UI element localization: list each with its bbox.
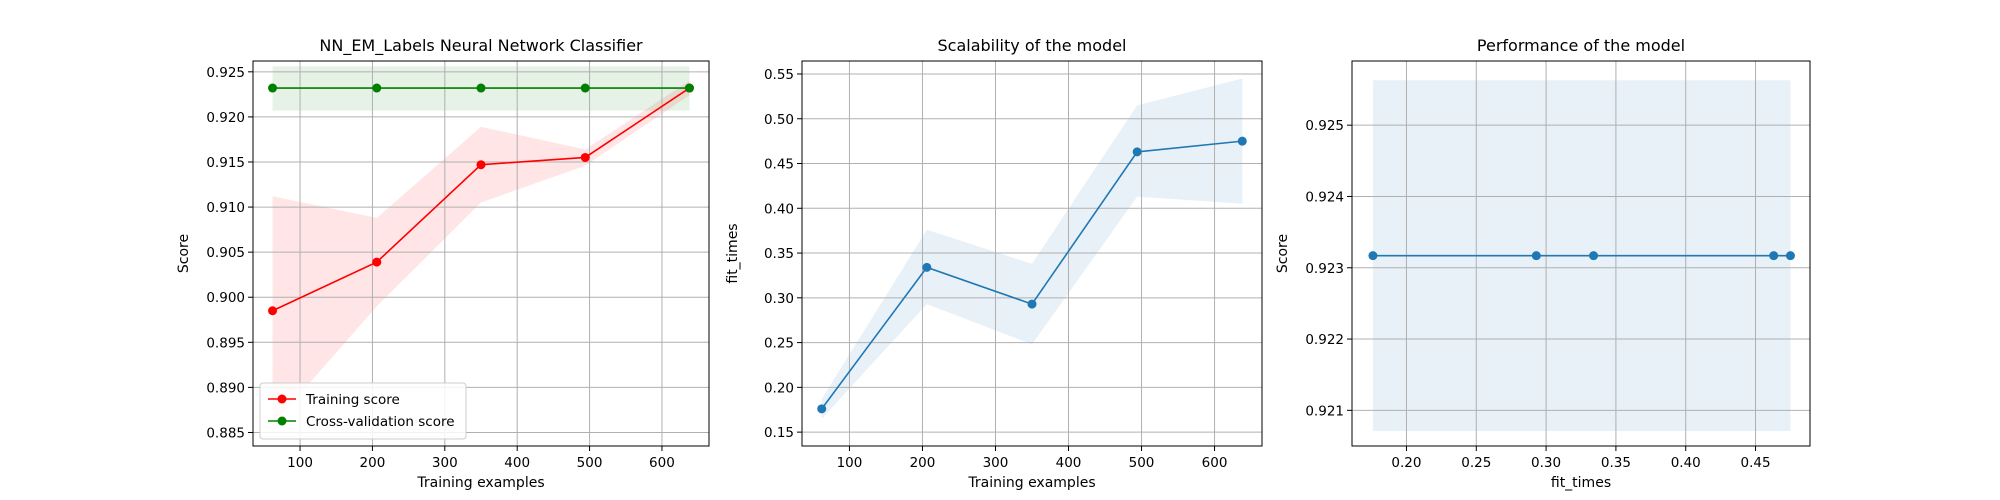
chart-1-gridlines — [253, 61, 709, 446]
chart-3-x-tick-label: 0.20 — [1391, 455, 1421, 471]
chart-1-x-tick-label: 200 — [360, 455, 386, 471]
chart-3-series-1-point — [1368, 251, 1378, 261]
chart-3-x-tick-label: 0.30 — [1531, 455, 1561, 471]
chart-2-x-axis-label: Training examples — [967, 475, 1095, 491]
chart-1-legend-marker — [277, 416, 287, 426]
chart-1-series-2-point — [372, 83, 382, 93]
chart-1-legend-box — [259, 382, 467, 440]
chart-2-y-tick-label: 0.55 — [764, 67, 794, 83]
chart-1-x-axis-label: Training examples — [416, 475, 544, 491]
chart-1-series-2-point — [268, 83, 278, 93]
chart-2-series-1-point — [1237, 136, 1247, 146]
learning-curve-panel: 100 200 300 400 500 600 0.885 0.890 0.895 0.900 0.… — [176, 36, 710, 491]
chart-3-series-1-point — [1589, 251, 1599, 261]
chart-2-series-1-point — [922, 262, 932, 272]
chart-1-y-tick-label: 0.915 — [206, 155, 245, 171]
chart-1-y-axis-label: Score — [176, 234, 192, 273]
chart-2-y-tick-label: 0.50 — [764, 112, 794, 128]
chart-2-y-tick-label: 0.15 — [764, 425, 794, 441]
chart-2-y-axis-label: fit_times — [725, 223, 741, 283]
chart-1-series-1-point — [268, 306, 278, 316]
chart-1-x-tick-label: 500 — [577, 455, 603, 471]
chart-2-y-tick-label: 0.35 — [764, 246, 794, 262]
chart-1-legend-label: Cross-validation score — [306, 414, 455, 430]
chart-1-y-tick-label: 0.895 — [206, 335, 245, 351]
chart-1-y-tick-label: 0.925 — [206, 65, 245, 81]
chart-1-legend-label: Training score — [305, 392, 400, 408]
chart-1-series-1-point — [580, 152, 590, 162]
performance-panel: 0.20 0.25 0.30 0.35 0.40 0.45 0.921 0.922 0.923 0… — [1275, 36, 1811, 491]
chart-1-y-tick-label: 0.905 — [206, 245, 245, 261]
chart-3-y-tick-label: 0.924 — [1305, 189, 1344, 205]
chart-3-x-tick-label: 0.35 — [1601, 455, 1631, 471]
chart-3-x-axis-label: fit_times — [1551, 475, 1611, 491]
chart-3-series-1-point — [1769, 251, 1779, 261]
chart-2-series-1-point — [817, 404, 827, 414]
chart-1-series-2-point — [684, 83, 694, 93]
chart-1-y-tick-label: 0.885 — [206, 425, 245, 441]
chart-1-title: NN_EM_Labels Neural Network Classifier — [319, 36, 643, 56]
chart-1-legend-marker — [277, 394, 287, 404]
chart-3-x-tick-label: 0.45 — [1741, 455, 1771, 471]
chart-1-series-1-point — [476, 160, 486, 170]
chart-2-x-tick-label: 100 — [837, 455, 863, 471]
chart-2-x-tick-label: 400 — [1056, 455, 1082, 471]
chart-1-x-tick-label: 100 — [287, 455, 313, 471]
chart-2-y-tick-label: 0.45 — [764, 157, 794, 173]
chart-2-x-tick-label: 500 — [1129, 455, 1155, 471]
scalability-panel: 100 200 300 400 500 600 0.15 0.20 0.25 0.30 0.35 0.… — [725, 36, 1263, 491]
chart-3-x-tick-label: 0.40 — [1671, 455, 1701, 471]
chart-1-y-tick-label: 0.910 — [206, 200, 245, 216]
chart-1-axes-frame — [252, 60, 710, 447]
chart-1-x-tick-label: 600 — [649, 455, 675, 471]
chart-2-title: Scalability of the model — [938, 36, 1127, 55]
chart-3-series-1-point — [1785, 251, 1795, 261]
chart-3-y-axis-label: Score — [1275, 234, 1291, 273]
chart-3-y-tick-label: 0.925 — [1305, 118, 1344, 134]
chart-3-y-tick-label: 0.922 — [1305, 332, 1344, 348]
chart-2-y-tick-label: 0.25 — [764, 336, 794, 352]
chart-2-y-tick-label: 0.30 — [764, 291, 794, 307]
chart-1-series-1-band — [272, 80, 690, 426]
chart-1-series-2-point — [580, 83, 590, 93]
chart-1-y-tick-label: 0.890 — [206, 380, 245, 396]
chart-1-y-tick-label: 0.920 — [206, 110, 245, 126]
chart-1-series-2-point — [476, 83, 486, 93]
chart-1-y-tick-label: 0.900 — [206, 290, 245, 306]
chart-1-legend: Training score Cross-validation score — [259, 382, 467, 440]
chart-3-title: Performance of the model — [1477, 36, 1685, 55]
chart-2-y-tick-label: 0.40 — [764, 201, 794, 217]
chart-1-series-1-point — [372, 257, 382, 267]
chart-3-y-tick-label: 0.921 — [1305, 403, 1344, 419]
chart-3-x-tick-label: 0.25 — [1461, 455, 1491, 471]
chart-2-series-1-point — [1027, 299, 1037, 309]
chart-2-x-tick-label: 300 — [983, 455, 1009, 471]
chart-2-series-1-band — [821, 78, 1243, 419]
chart-3-axes-frame — [1351, 60, 1811, 447]
chart-1-x-tick-label: 300 — [432, 455, 458, 471]
chart-2-series-1-point — [1132, 147, 1142, 157]
chart-2-y-tick-label: 0.20 — [764, 380, 794, 396]
chart-1-x-tick-label: 400 — [504, 455, 530, 471]
chart-3-y-tick-label: 0.923 — [1305, 261, 1344, 277]
chart-2-x-tick-label: 600 — [1202, 455, 1228, 471]
chart-2-gridlines — [802, 61, 1262, 446]
chart-3-gridlines — [1352, 61, 1810, 446]
chart-2-x-tick-label: 200 — [910, 455, 936, 471]
chart-3-series-1-point — [1531, 251, 1541, 261]
